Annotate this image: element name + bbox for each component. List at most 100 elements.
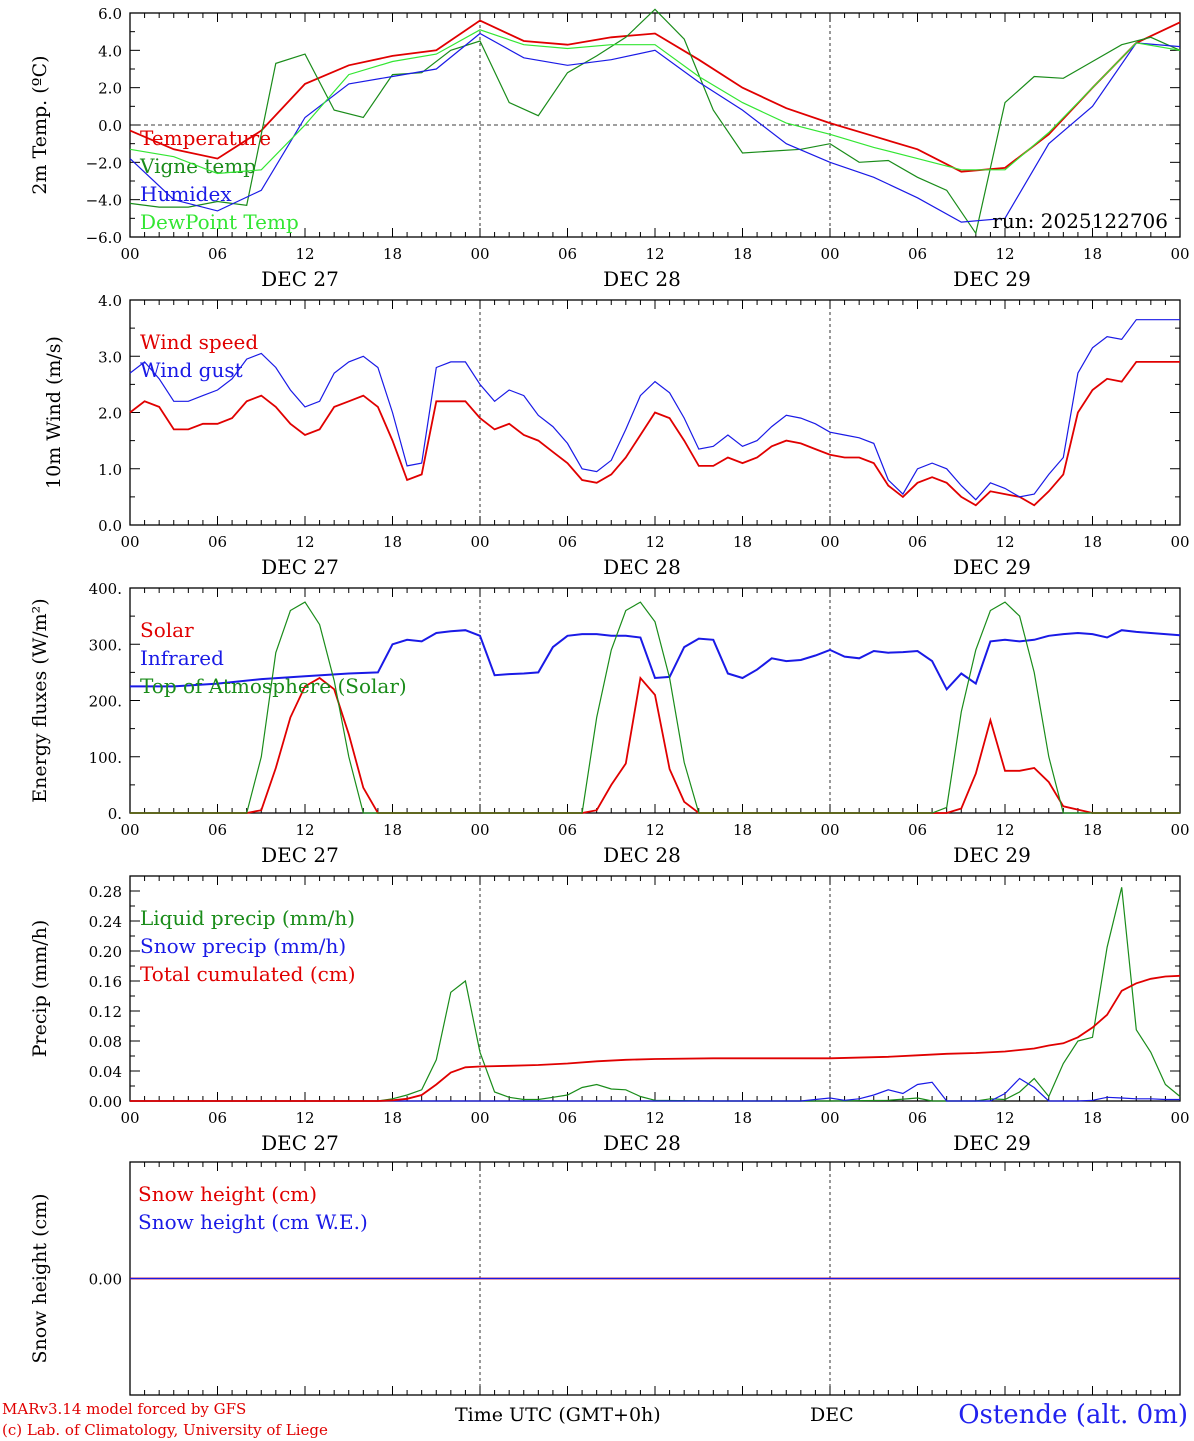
legend-entry: Infrared: [140, 646, 224, 670]
legend-entry: Humidex: [140, 182, 232, 206]
y-tick-label: −6.0: [86, 229, 122, 247]
x-tick-label: 00: [820, 533, 839, 551]
footer-day-label: DEC: [810, 1404, 854, 1426]
x-tick-label: 12: [645, 245, 664, 263]
panel-energy: 00 06 12 18 00 06 12 18 00 06 12 18 00 DEC 27 DEC 28 DE…: [29, 580, 1190, 867]
model-line: MARv3.14 model forced by GFS: [2, 1400, 247, 1418]
x-tick-label: 18: [1083, 533, 1102, 551]
panel-wind: 00 06 12 18 00 06 12 18 00 06 12 18 00 DEC 27 DEC 28 DE…: [43, 292, 1190, 579]
x-tick-label: 18: [733, 533, 752, 551]
x-tick-label: 18: [1083, 245, 1102, 263]
day-label: DEC 29: [953, 843, 1031, 867]
credit-line: (c) Lab. of Climatology, University of L…: [2, 1421, 328, 1439]
y-tick-label: 4.0: [98, 42, 122, 60]
x-tick-label: 00: [470, 245, 489, 263]
y-axis-label: Precip (mm/h): [29, 920, 51, 1058]
series-line-dewpoint-temp: [129, 29, 1181, 175]
x-tick-label: 06: [558, 533, 577, 551]
x-tick-label: 12: [295, 821, 314, 839]
y-axis-label: 2m Temp. (ºC): [29, 55, 51, 194]
x-tick-label: 18: [1083, 821, 1102, 839]
panel-precip: 00 06 12 18 00 06 12 18 00 06 12 18 00 DEC 27 DEC 28 DE…: [29, 875, 1190, 1155]
x-tick-label: 12: [295, 533, 314, 551]
y-tick-label: 400.: [89, 580, 122, 598]
x-tick-label: 00: [120, 533, 139, 551]
y-tick-label: 2.0: [98, 405, 122, 423]
series-line-wind-speed: [129, 360, 1180, 507]
x-tick-label: 06: [558, 245, 577, 263]
x-tick-label: 00: [120, 821, 139, 839]
x-tick-label: 18: [383, 245, 402, 263]
day-label: DEC 29: [953, 1131, 1031, 1155]
day-label: DEC 28: [603, 555, 681, 579]
legend-entry: Wind gust: [140, 358, 243, 382]
y-tick-label: 1.0: [98, 461, 122, 479]
x-tick-label: 06: [208, 1109, 227, 1127]
y-tick-label: 2.0: [98, 80, 122, 98]
panel-snow: 0.00 Snow height (cm) Snow height (cm) Snow…: [29, 1161, 1181, 1396]
x-tick-label: 00: [470, 1109, 489, 1127]
day-label: DEC 27: [261, 267, 339, 291]
legend-entry: DewPoint Temp: [140, 210, 299, 234]
series-line-solar: [130, 675, 1180, 814]
x-tick-label: 06: [558, 821, 577, 839]
day-label: DEC 27: [261, 555, 339, 579]
x-tick-label: 12: [645, 1109, 664, 1127]
y-tick-label: 0.0: [98, 117, 122, 135]
y-tick-label: 100.: [89, 749, 122, 767]
series-line-snow-precip-mm-h: [130, 1077, 1180, 1102]
legend-entry: Temperature: [140, 126, 271, 150]
x-tick-label: 12: [645, 533, 664, 551]
legend-entry: Liquid precip (mm/h): [140, 906, 355, 930]
y-tick-label: 0.00: [89, 1093, 122, 1111]
x-tick-label: 06: [908, 533, 927, 551]
x-tick-label: 18: [383, 1109, 402, 1127]
y-tick-label: 4.0: [98, 292, 122, 310]
series-line-temperature: [129, 19, 1181, 173]
y-tick-label: −4.0: [86, 192, 122, 210]
x-tick-label: 06: [908, 245, 927, 263]
x-tick-label: 00: [470, 821, 489, 839]
x-tick-label: 12: [295, 245, 314, 263]
y-axis-label: Snow height (cm): [29, 1193, 51, 1363]
x-tick-label: 18: [383, 533, 402, 551]
y-tick-label: 0.12: [89, 1003, 122, 1021]
day-label: DEC 27: [261, 1131, 339, 1155]
x-tick-label: 00: [470, 533, 489, 551]
x-tick-label: 12: [995, 533, 1014, 551]
legend-entry: Solar: [140, 618, 194, 642]
x-axis-title: Time UTC (GMT+0h): [455, 1404, 661, 1426]
day-label: DEC 28: [603, 1131, 681, 1155]
day-label: DEC 28: [603, 843, 681, 867]
series-line-total-cumulated-cm: [130, 974, 1181, 1102]
x-tick-label: 18: [733, 821, 752, 839]
x-tick-label: 06: [908, 821, 927, 839]
y-tick-label: 0.16: [89, 973, 122, 991]
station-name: Ostende (alt. 0m): [958, 1400, 1188, 1430]
y-tick-label: 0.20: [89, 943, 122, 961]
y-tick-label: 0.0: [98, 517, 122, 535]
x-tick-label: 12: [295, 1109, 314, 1127]
y-axis-label: 10m Wind (m/s): [43, 336, 65, 489]
legend-entry: Snow precip (mm/h): [140, 934, 346, 958]
y-tick-label: 0.00: [89, 1271, 122, 1289]
x-tick-label: 00: [1170, 245, 1189, 263]
footer-credits: MARv3.14 model forced by GFS (c) Lab. of…: [2, 1399, 328, 1441]
day-label: DEC 27: [261, 843, 339, 867]
y-axis-label: Energy fluxes (W/m²): [29, 598, 51, 802]
legend-entry: Wind speed: [140, 330, 258, 354]
x-tick-label: 12: [995, 1109, 1014, 1127]
legend-entry: Top of Atmosphere (Solar): [140, 674, 407, 698]
y-tick-label: 6.0: [98, 5, 122, 23]
x-tick-label: 06: [208, 245, 227, 263]
run-label: run: 2025122706: [992, 209, 1168, 233]
y-tick-label: −2.0: [86, 154, 122, 172]
x-tick-label: 06: [208, 533, 227, 551]
y-tick-label: 0.04: [89, 1063, 122, 1081]
x-tick-label: 18: [733, 245, 752, 263]
y-tick-label: 3.0: [98, 348, 122, 366]
x-tick-label: 00: [120, 1109, 139, 1127]
y-tick-label: 0.08: [89, 1033, 122, 1051]
y-tick-label: 0.: [108, 805, 122, 823]
day-label: DEC 29: [953, 267, 1031, 291]
